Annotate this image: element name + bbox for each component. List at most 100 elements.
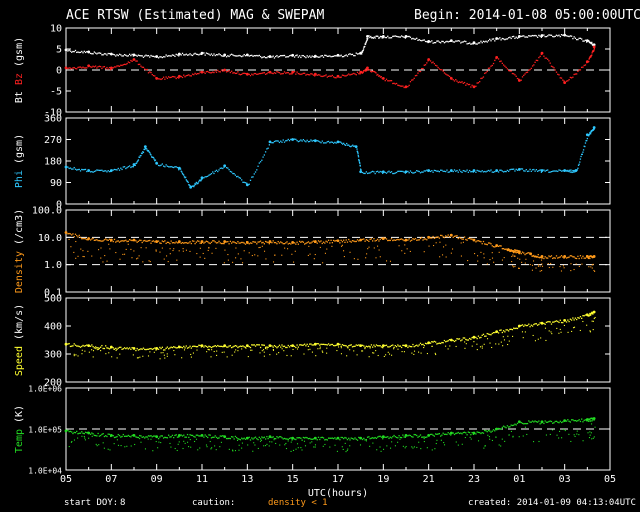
data-point-density-density <box>210 241 213 243</box>
data-point-speed-speed <box>560 331 562 333</box>
data-point-temp-temp <box>281 437 283 439</box>
data-point-phi-phi <box>489 170 491 172</box>
data-point-density-density <box>467 259 469 262</box>
data-point-temp-temp <box>487 429 490 432</box>
data-point-density-density <box>81 238 83 240</box>
data-point-phi-phi <box>137 160 139 162</box>
data-point-phi-phi <box>506 169 509 172</box>
data-point-density-density <box>130 239 132 241</box>
data-point-mag-bz <box>568 79 570 81</box>
data-point-phi-phi <box>149 153 152 155</box>
data-point-phi-phi <box>300 139 302 141</box>
data-point-speed-speed <box>92 356 94 358</box>
data-point-phi-phi <box>268 140 272 144</box>
data-point-mag-bz <box>446 74 448 76</box>
data-point-temp-temp <box>512 435 514 437</box>
data-point-mag-bz <box>378 75 381 77</box>
data-point-phi-phi <box>330 141 332 143</box>
data-point-mag-bt <box>301 54 303 57</box>
data-point-temp-temp <box>582 440 584 442</box>
data-point-mag-bz <box>210 72 213 74</box>
data-point-temp-temp <box>84 437 86 439</box>
data-point-speed-speed <box>582 320 584 323</box>
data-point-phi-phi <box>584 145 586 148</box>
data-point-mag-bz <box>426 62 428 64</box>
data-point-mag-bz <box>423 64 425 66</box>
data-point-mag-bt <box>471 43 473 45</box>
data-point-speed-speed <box>544 323 546 325</box>
data-point-speed-speed <box>549 321 551 323</box>
data-point-density-density <box>98 240 101 242</box>
data-point-density-density <box>593 269 595 272</box>
data-point-mag-bz <box>225 71 228 73</box>
data-point-phi-phi <box>449 169 453 172</box>
data-point-phi-phi <box>394 172 396 174</box>
data-point-speed-speed <box>64 342 68 346</box>
data-point-mag-bt <box>506 38 509 40</box>
data-point-mag-bt <box>209 54 211 56</box>
data-point-density-density <box>248 243 250 245</box>
data-point-temp-temp <box>495 436 497 438</box>
data-point-temp-temp <box>261 436 263 438</box>
data-point-speed-speed <box>107 347 109 349</box>
data-point-speed-speed <box>277 345 279 348</box>
data-point-speed-speed <box>317 348 319 350</box>
data-point-temp-temp <box>71 431 73 433</box>
data-point-density-density <box>583 257 585 259</box>
data-point-phi-phi <box>502 171 505 173</box>
data-point-speed-speed <box>206 351 208 353</box>
data-point-density-density <box>248 252 250 254</box>
data-point-mag-bt <box>86 51 88 53</box>
data-point-temp-temp <box>587 432 589 434</box>
data-point-speed-speed <box>481 334 483 336</box>
data-point-mag-bz <box>589 56 591 58</box>
data-point-density-density <box>215 247 217 249</box>
data-point-temp-temp <box>589 434 591 436</box>
data-point-temp-temp <box>378 435 380 438</box>
data-point-density-density <box>68 238 70 240</box>
data-point-density-density <box>104 255 106 257</box>
data-point-density-density <box>515 249 517 252</box>
data-point-mag-bz <box>477 82 480 84</box>
data-point-mag-bt <box>540 36 543 38</box>
data-point-density-density <box>152 240 155 242</box>
data-point-mag-bz <box>236 72 238 75</box>
data-point-mag-bt <box>465 40 467 43</box>
data-point-phi-phi <box>254 171 257 173</box>
data-point-temp-temp <box>319 438 321 441</box>
data-point-phi-phi <box>97 169 99 171</box>
data-point-temp-temp <box>344 442 346 444</box>
data-point-temp-temp <box>150 435 152 437</box>
data-point-density-density <box>138 255 140 257</box>
data-point-phi-phi <box>364 172 366 175</box>
data-point-phi-phi <box>152 157 155 159</box>
data-point-density-density <box>398 245 400 247</box>
data-point-mag-bz <box>550 65 553 67</box>
data-point-phi-phi <box>470 171 472 173</box>
data-point-temp-temp <box>77 437 79 439</box>
data-point-phi-phi <box>363 172 365 175</box>
data-point-temp-temp <box>578 434 580 436</box>
data-point-phi-phi <box>526 170 529 173</box>
data-point-phi-phi <box>180 170 182 172</box>
data-point-speed-speed <box>460 340 462 342</box>
data-point-density-density <box>524 253 526 256</box>
data-point-phi-phi <box>72 168 74 170</box>
data-point-speed-speed <box>397 344 399 346</box>
data-point-phi-phi <box>159 165 161 167</box>
data-point-mag-bt <box>588 40 590 43</box>
data-point-speed-speed <box>139 348 141 351</box>
data-point-mag-bz <box>579 69 582 71</box>
data-point-temp-temp <box>379 446 381 448</box>
data-point-speed-speed <box>592 320 594 322</box>
data-point-density-density <box>331 242 334 244</box>
data-point-temp-temp <box>228 437 230 440</box>
data-point-mag-bz <box>431 62 433 64</box>
data-point-density-density <box>291 253 293 255</box>
data-point-density-density <box>489 242 491 244</box>
data-point-mag-bt <box>130 54 132 57</box>
data-point-temp-temp <box>134 443 136 446</box>
data-point-phi-phi <box>171 166 174 168</box>
data-point-speed-speed <box>69 345 72 348</box>
data-point-speed-speed <box>579 316 582 318</box>
